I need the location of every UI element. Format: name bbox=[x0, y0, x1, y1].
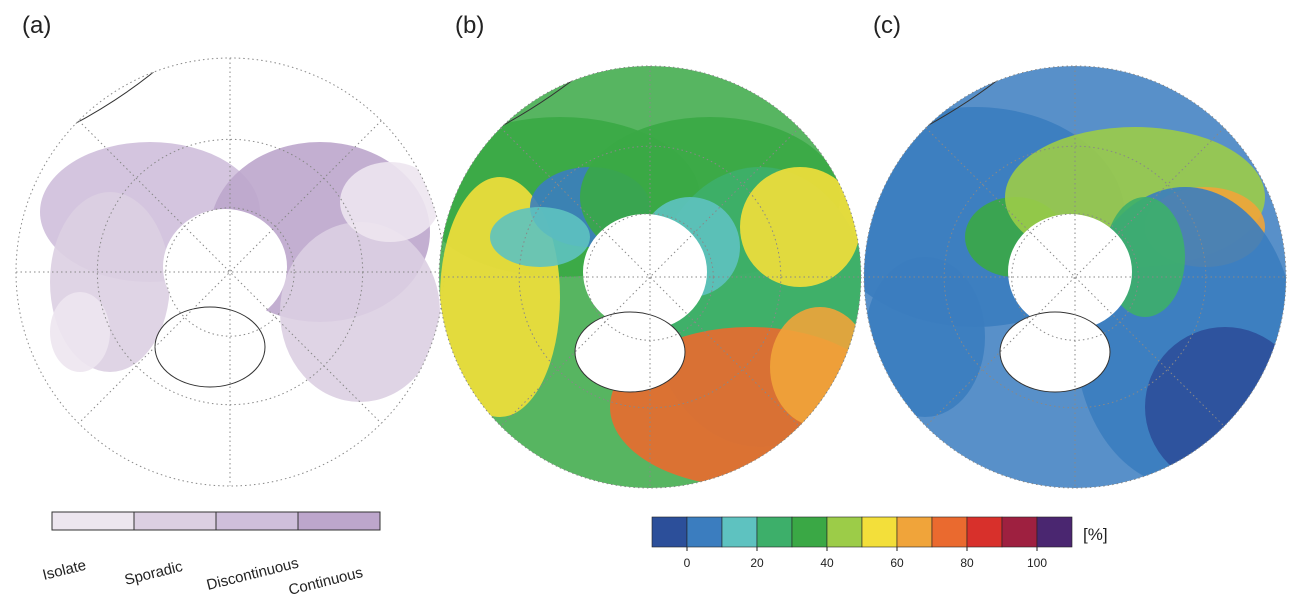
land-region bbox=[50, 292, 110, 372]
legend-swatch bbox=[134, 512, 216, 530]
panel-label: (c) bbox=[873, 12, 901, 39]
colorbar-tick-label: 40 bbox=[820, 556, 834, 570]
legend-label: Sporadic bbox=[123, 558, 185, 589]
land-region bbox=[865, 257, 985, 417]
colorbar-cell bbox=[862, 517, 897, 547]
greenland bbox=[155, 307, 265, 387]
colorbar-cell bbox=[1002, 517, 1037, 547]
legend-label: Discontinuous bbox=[205, 555, 301, 594]
land-region bbox=[770, 307, 870, 427]
land-region bbox=[740, 167, 860, 287]
colorbar-tick-label: 20 bbox=[750, 556, 764, 570]
panel-label: (b) bbox=[455, 12, 484, 39]
ocean bbox=[163, 209, 287, 325]
colorbar-tick-label: 0 bbox=[684, 556, 691, 570]
colorbar-cell bbox=[827, 517, 862, 547]
colorbar-cell bbox=[967, 517, 1002, 547]
polar-map bbox=[16, 58, 440, 402]
figure: (a)(b)(c)IsolateSporadicDiscontinuousCon… bbox=[0, 0, 1290, 611]
colorbar-unit: [%] bbox=[1083, 525, 1108, 544]
colorbar-cell bbox=[757, 517, 792, 547]
page: {"panels": [{"label": "(a)"}, {"label": … bbox=[0, 0, 1290, 611]
colorbar-tick-label: 60 bbox=[890, 556, 904, 570]
colorbar-cell bbox=[792, 517, 827, 547]
legend-swatch bbox=[298, 512, 380, 530]
greenland bbox=[575, 312, 685, 392]
land-region bbox=[280, 222, 440, 402]
colorbar-cell bbox=[932, 517, 967, 547]
legend-swatch bbox=[52, 512, 134, 530]
legend-label: Isolate bbox=[41, 557, 88, 584]
colorbar-cell bbox=[652, 517, 687, 547]
colorbar-cell bbox=[722, 517, 757, 547]
greenland bbox=[1000, 312, 1110, 392]
colorbar-cell bbox=[687, 517, 722, 547]
land-region bbox=[490, 207, 590, 267]
land-region bbox=[340, 162, 440, 242]
colorbar-cell bbox=[897, 517, 932, 547]
colorbar-tick-label: 100 bbox=[1027, 556, 1047, 570]
legend-swatch bbox=[216, 512, 298, 530]
colorbar-tick-label: 80 bbox=[960, 556, 974, 570]
panel-label: (a) bbox=[22, 12, 51, 39]
ocean bbox=[16, 58, 170, 152]
colorbar-cell bbox=[1037, 517, 1072, 547]
